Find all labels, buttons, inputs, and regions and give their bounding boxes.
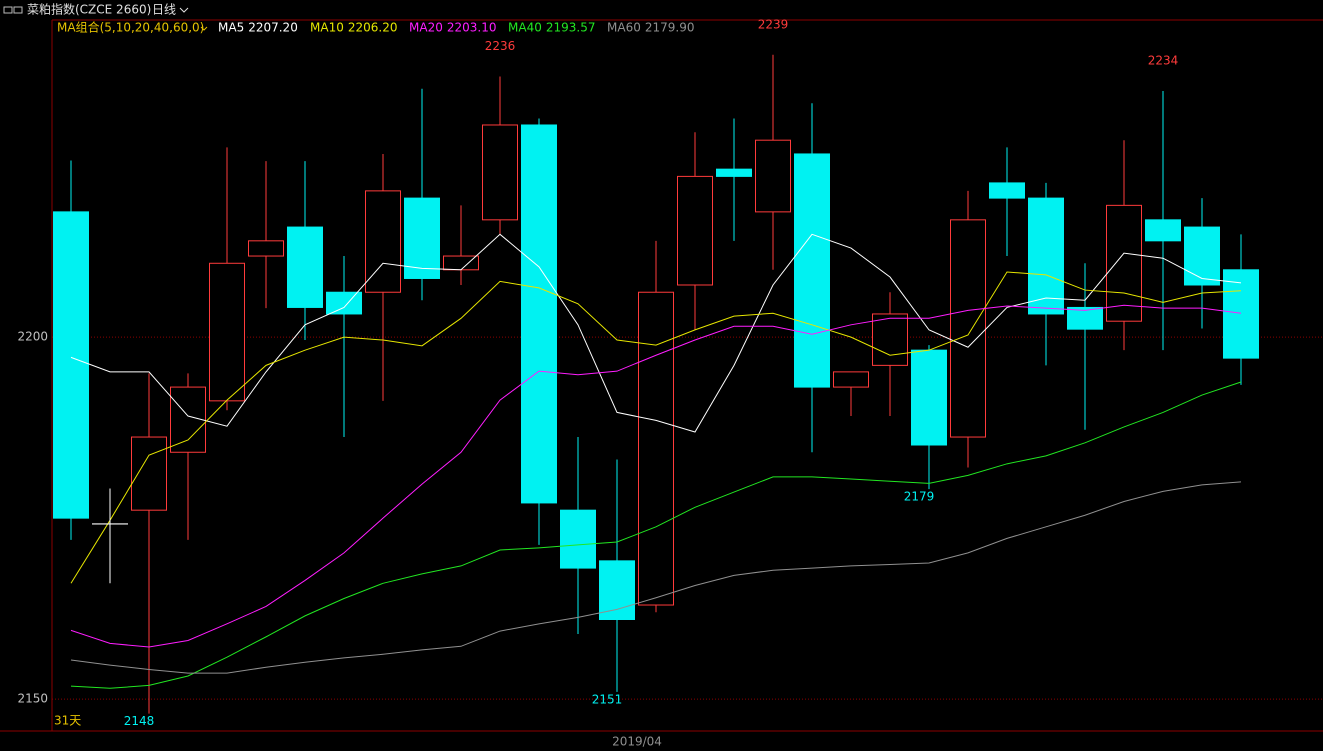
y-tick-label: 2200: [17, 330, 48, 344]
icon: [3, 6, 13, 14]
chevron[interactable]: [179, 7, 189, 13]
legend-name: MA40: [508, 21, 542, 35]
low-label: 2148: [124, 714, 155, 728]
candle-body: [911, 349, 947, 446]
icon: [13, 6, 23, 14]
legend-value: 2193.57: [546, 21, 596, 35]
candle-body: [599, 560, 635, 620]
candle-body: [833, 371, 869, 388]
candle-body: [404, 197, 440, 279]
period[interactable]: 日线: [152, 3, 176, 17]
legend-value: 2206.20: [348, 21, 398, 35]
chevron[interactable]: [200, 26, 208, 31]
candle-body: [482, 124, 518, 221]
ma-line: [70, 481, 1242, 674]
legend-value: 2179.90: [645, 21, 695, 35]
count-label: 31天: [54, 714, 81, 728]
candle-body: [365, 190, 401, 293]
candle-body: [716, 168, 752, 177]
candle-body: [989, 182, 1025, 199]
candle-body: [1106, 204, 1142, 322]
candle-body: [248, 240, 284, 257]
candle-body: [209, 262, 245, 402]
high-label: 2234: [1148, 53, 1179, 67]
candle-body: [170, 386, 206, 453]
candle-body: [521, 124, 557, 504]
chart-title: 菜粕指数(CZCE 2660): [27, 2, 151, 17]
candle-body: [950, 219, 986, 438]
candle-body: [326, 291, 362, 315]
high-label: 2239: [758, 17, 789, 31]
candle-body: [1067, 306, 1103, 330]
candle-body: [755, 139, 791, 213]
legend-name: MA5: [218, 21, 244, 35]
legend-value: 2203.10: [447, 21, 497, 35]
candle-body: [677, 175, 713, 286]
candle-body: [872, 313, 908, 366]
candle-body: [794, 153, 830, 388]
ma-line: [70, 381, 1242, 689]
high-label: 2236: [485, 39, 516, 53]
legend-value: 2207.20: [248, 21, 298, 35]
ma-line: [70, 233, 1242, 433]
x-label: 2019/04: [612, 735, 662, 749]
candle-body: [53, 211, 89, 519]
candle-body: [1145, 219, 1181, 242]
y-tick-label: 2150: [17, 692, 48, 706]
candle-body: [287, 226, 323, 308]
legend-name: MA20: [409, 21, 443, 35]
candle-body: [1184, 226, 1220, 286]
low-label: 2151: [592, 692, 623, 706]
legend-name: MA60: [607, 21, 641, 35]
low-label: 2179: [904, 490, 935, 504]
legend-name: MA10: [310, 21, 344, 35]
candle-body: [560, 509, 596, 569]
candle-body: [1223, 269, 1259, 359]
ma-group[interactable]: MA组合(5,10,20,40,60,0): [57, 20, 204, 35]
candle-body: [638, 291, 674, 606]
ma-line: [70, 271, 1242, 584]
candle-body: [1028, 197, 1064, 315]
ma-line: [70, 304, 1242, 648]
candle-body: [131, 436, 167, 511]
